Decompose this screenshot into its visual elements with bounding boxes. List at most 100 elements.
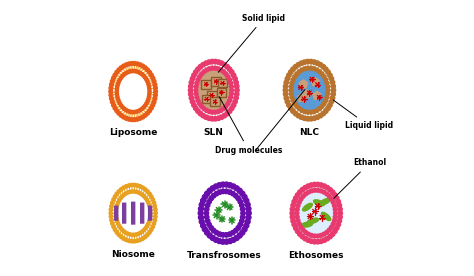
- Circle shape: [154, 90, 157, 94]
- Circle shape: [329, 225, 333, 229]
- Circle shape: [148, 206, 151, 209]
- Circle shape: [153, 83, 157, 86]
- Circle shape: [216, 116, 221, 120]
- Circle shape: [202, 227, 207, 232]
- Circle shape: [322, 75, 326, 79]
- Circle shape: [336, 222, 340, 227]
- Circle shape: [141, 115, 145, 119]
- Circle shape: [302, 60, 307, 64]
- Circle shape: [113, 73, 117, 77]
- Circle shape: [318, 63, 323, 67]
- Circle shape: [122, 193, 126, 197]
- Circle shape: [149, 214, 152, 217]
- Circle shape: [217, 239, 222, 243]
- Circle shape: [330, 96, 335, 100]
- Circle shape: [117, 190, 120, 193]
- Circle shape: [222, 70, 226, 74]
- Circle shape: [296, 113, 301, 118]
- Circle shape: [188, 88, 193, 92]
- Circle shape: [192, 103, 196, 107]
- Circle shape: [331, 84, 336, 89]
- FancyBboxPatch shape: [131, 201, 136, 225]
- Circle shape: [137, 70, 140, 74]
- Circle shape: [148, 204, 151, 207]
- Circle shape: [154, 215, 157, 218]
- Circle shape: [326, 88, 330, 92]
- Circle shape: [295, 208, 299, 211]
- Circle shape: [144, 104, 147, 107]
- Circle shape: [333, 229, 337, 233]
- Circle shape: [222, 63, 227, 67]
- Circle shape: [128, 110, 132, 113]
- Circle shape: [333, 219, 337, 222]
- Circle shape: [109, 93, 113, 97]
- Circle shape: [151, 76, 155, 80]
- Circle shape: [312, 67, 316, 71]
- Circle shape: [231, 184, 236, 189]
- Circle shape: [148, 192, 151, 196]
- Text: Liposome: Liposome: [109, 128, 157, 137]
- Circle shape: [309, 66, 313, 70]
- Circle shape: [115, 217, 118, 220]
- Circle shape: [231, 103, 236, 107]
- Circle shape: [214, 230, 219, 235]
- Circle shape: [144, 226, 147, 230]
- Circle shape: [229, 106, 234, 110]
- Circle shape: [213, 66, 217, 70]
- Circle shape: [213, 117, 218, 121]
- Circle shape: [117, 111, 121, 115]
- Circle shape: [316, 234, 320, 238]
- Circle shape: [193, 70, 198, 74]
- Circle shape: [125, 185, 128, 188]
- Circle shape: [295, 215, 299, 219]
- Circle shape: [333, 208, 337, 211]
- Circle shape: [298, 190, 302, 194]
- Circle shape: [299, 225, 303, 229]
- Circle shape: [322, 238, 327, 242]
- Circle shape: [328, 228, 331, 232]
- Circle shape: [292, 222, 296, 227]
- Circle shape: [204, 61, 208, 65]
- Circle shape: [312, 60, 317, 64]
- Circle shape: [153, 218, 156, 222]
- Circle shape: [117, 222, 119, 225]
- Circle shape: [214, 192, 219, 196]
- Circle shape: [138, 116, 142, 120]
- Circle shape: [141, 64, 145, 68]
- Circle shape: [242, 195, 247, 200]
- Circle shape: [300, 68, 304, 72]
- Circle shape: [147, 109, 151, 113]
- Circle shape: [297, 200, 301, 204]
- Circle shape: [234, 235, 239, 240]
- Circle shape: [234, 80, 238, 85]
- Circle shape: [118, 224, 121, 227]
- Circle shape: [146, 199, 149, 202]
- Circle shape: [113, 228, 117, 231]
- Circle shape: [143, 228, 146, 231]
- Circle shape: [283, 84, 288, 89]
- Circle shape: [118, 102, 121, 105]
- Circle shape: [204, 211, 209, 215]
- Circle shape: [207, 116, 211, 120]
- Circle shape: [205, 191, 210, 196]
- Circle shape: [218, 190, 222, 194]
- Circle shape: [123, 73, 126, 76]
- Circle shape: [128, 239, 131, 243]
- Circle shape: [306, 110, 310, 114]
- Circle shape: [228, 109, 232, 113]
- Circle shape: [144, 188, 147, 191]
- Circle shape: [120, 228, 124, 231]
- Text: Liquid lipid: Liquid lipid: [333, 100, 393, 131]
- Circle shape: [222, 113, 227, 118]
- Circle shape: [146, 233, 149, 237]
- Circle shape: [299, 61, 303, 65]
- Circle shape: [224, 182, 229, 187]
- Circle shape: [109, 83, 113, 86]
- Circle shape: [234, 96, 238, 100]
- Circle shape: [115, 87, 118, 91]
- Circle shape: [291, 99, 295, 103]
- Circle shape: [128, 184, 131, 187]
- Circle shape: [116, 82, 119, 86]
- Circle shape: [207, 200, 211, 204]
- Circle shape: [239, 203, 244, 208]
